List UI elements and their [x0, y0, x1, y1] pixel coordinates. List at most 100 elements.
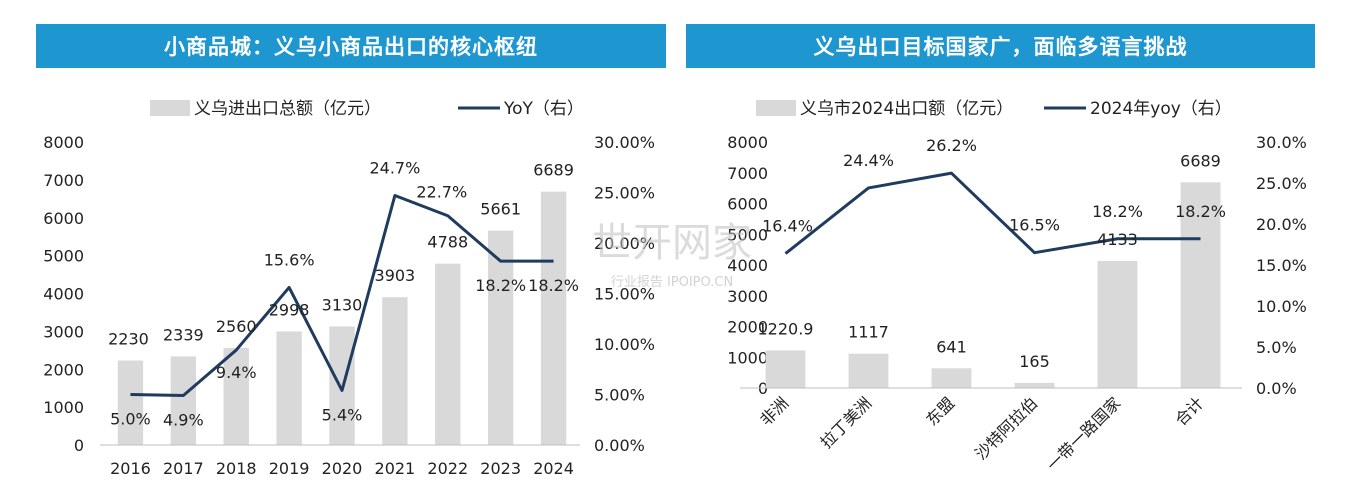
x-category-label: 2019: [269, 459, 310, 478]
bar: [117, 360, 144, 445]
bar-data-label: 4788: [427, 233, 468, 252]
y-right-tick-label: 10.00%: [594, 335, 655, 354]
y-right-tick-label: 30.00%: [594, 133, 655, 152]
x-category-label: 合计: [1171, 393, 1207, 429]
bar-data-label: 641: [936, 337, 967, 356]
line-data-label: 9.4%: [216, 363, 257, 382]
y-left-tick-label: 8000: [727, 133, 768, 152]
line-data-label: 16.5%: [1009, 216, 1060, 235]
bar-data-label: 6689: [1180, 151, 1221, 170]
yoy-line: [130, 194, 554, 398]
bar-data-label: 4133: [1097, 230, 1138, 249]
y-left-tick-label: 7000: [43, 171, 84, 190]
bar: [170, 356, 197, 445]
y-left-tick-label: 6000: [43, 209, 84, 228]
line-data-label: 18.2%: [1175, 202, 1226, 221]
y-right-tick-label: 5.0%: [1256, 338, 1297, 357]
y-right-tick-label: 0.0%: [1256, 379, 1297, 398]
legend-line-label: 2024年yoy（右）: [1090, 99, 1232, 119]
y-left-tick-label: 2000: [727, 318, 768, 337]
bar: [765, 350, 806, 388]
watermark-text: 世开网家: [592, 220, 752, 266]
legend-bar-label: 义乌市2024出口额（亿元）: [800, 99, 1013, 119]
x-category-label: 2023: [480, 459, 521, 478]
x-category-label: 2024: [533, 459, 574, 478]
y-left-tick-label: 3000: [43, 322, 84, 341]
bar-data-label: 1117: [848, 323, 889, 342]
line-data-label: 15.6%: [264, 250, 315, 269]
line-data-label: 18.2%: [475, 276, 526, 295]
bar-data-label: 3130: [322, 295, 363, 314]
line-data-label: 16.4%: [762, 217, 813, 236]
left-panel-title: 小商品城：义乌小商品出口的核心枢纽: [36, 24, 666, 68]
y-left-tick-label: 7000: [727, 164, 768, 183]
y-right-tick-label: 30.0%: [1256, 133, 1307, 152]
y-right-tick-label: 25.0%: [1256, 174, 1307, 193]
legend-bar-swatch: [756, 100, 796, 116]
bar-data-label: 3903: [375, 266, 416, 285]
x-category-label: 2017: [163, 459, 204, 478]
y-left-tick-label: 0: [74, 436, 84, 455]
y-left-tick-label: 6000: [727, 195, 768, 214]
x-category-label: 2018: [216, 459, 257, 478]
bar: [1097, 260, 1138, 388]
x-category-label: 2016: [110, 459, 151, 478]
y-left-tick-label: 4000: [727, 256, 768, 275]
legend-bar-swatch: [150, 100, 190, 116]
x-category-label: 一带一路国家: [1043, 393, 1124, 474]
bar-data-label: 165: [1019, 352, 1050, 371]
bar-data-label: 1220.9: [758, 319, 814, 338]
bar: [435, 263, 461, 445]
line-data-label: 5.4%: [322, 405, 363, 424]
y-right-tick-label: 5.00%: [594, 386, 645, 405]
y-left-tick-label: 2000: [43, 360, 84, 379]
y-left-tick-label: 5000: [43, 247, 84, 266]
y-left-tick-label: 1000: [43, 398, 84, 417]
line-data-label: 4.9%: [163, 411, 204, 430]
yoy-line: [784, 171, 1201, 255]
line-data-label: 26.2%: [926, 136, 977, 155]
y-right-tick-label: 0.00%: [594, 436, 645, 455]
y-left-tick-label: 1000: [727, 348, 768, 367]
y-right-tick-label: 15.00%: [594, 285, 655, 304]
watermark-subtext: 行业报告 IPOIPO.CN: [611, 275, 733, 290]
right-panel-title: 义乌出口目标国家广，面临多语言挑战: [686, 24, 1315, 68]
y-left-tick-label: 5000: [727, 225, 768, 244]
bar: [1180, 182, 1221, 388]
x-category-label: 东盟: [922, 393, 958, 429]
bar: [276, 331, 302, 445]
y-right-tick-label: 10.0%: [1256, 297, 1307, 316]
bar-data-label: 2560: [216, 317, 257, 336]
line-data-label: 24.4%: [843, 151, 894, 170]
bar: [487, 230, 514, 445]
line-data-label: 5.0%: [110, 410, 151, 429]
line-data-label: 18.2%: [528, 276, 579, 295]
bar-data-label: 6689: [533, 161, 574, 180]
y-left-tick-label: 3000: [727, 287, 768, 306]
bar: [931, 368, 972, 388]
bar: [540, 191, 567, 445]
legend-line-label: YoY（右）: [503, 99, 584, 119]
bar: [848, 353, 889, 388]
y-right-tick-label: 20.00%: [594, 234, 655, 253]
x-category-label: 2022: [427, 459, 468, 478]
line-data-label: 18.2%: [1092, 202, 1143, 221]
bar: [382, 297, 408, 445]
line-data-label: 22.7%: [416, 183, 467, 202]
y-right-tick-label: 15.0%: [1256, 256, 1307, 275]
bar: [223, 348, 249, 445]
bar-data-label: 2998: [269, 300, 310, 319]
y-right-tick-label: 25.00%: [594, 184, 655, 203]
x-category-label: 2021: [375, 459, 416, 478]
x-category-label: 非洲: [756, 393, 792, 429]
x-category-label: 2020: [322, 459, 363, 478]
x-category-label: 拉丁美洲: [817, 393, 876, 452]
line-data-label: 24.7%: [369, 159, 420, 178]
y-left-tick-label: 8000: [43, 133, 84, 152]
y-right-tick-label: 20.0%: [1256, 215, 1307, 234]
x-category-label: 沙特阿拉伯: [971, 393, 1041, 463]
y-left-tick-label: 4000: [43, 285, 84, 304]
legend-bar-label: 义乌进出口总额（亿元）: [194, 99, 381, 119]
bar-data-label: 5661: [480, 200, 521, 219]
